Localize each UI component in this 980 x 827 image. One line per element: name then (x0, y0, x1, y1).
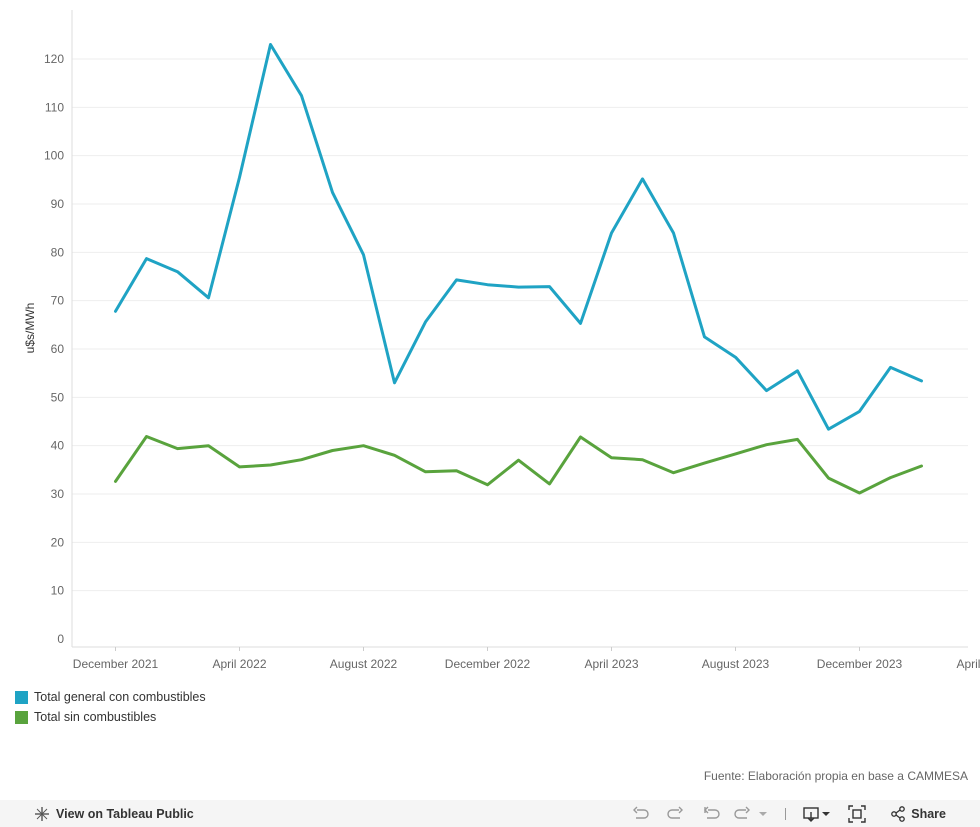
legend-item-series-2[interactable]: Total sin combustibles (15, 707, 206, 727)
y-tick-label: 10 (51, 584, 65, 598)
x-tick-label: April 2023 (584, 657, 638, 671)
toolbar-actions: Share (627, 800, 980, 827)
y-tick-label: 90 (51, 197, 65, 211)
legend-item-series-1[interactable]: Total general con combustibles (15, 687, 206, 707)
redo-icon[interactable] (655, 800, 695, 827)
y-tick-label: 120 (44, 52, 64, 66)
revert-icon[interactable] (695, 800, 729, 827)
y-tick-label: 50 (51, 390, 65, 404)
legend-label-series-2: Total sin combustibles (34, 710, 157, 724)
axes (71, 10, 968, 648)
y-tick-label: 20 (51, 535, 65, 549)
legend: Total general con combustibles Total sin… (15, 687, 206, 727)
source-note: Fuente: Elaboración propia en base a CAM… (703, 769, 968, 783)
y-tick-label: 40 (51, 439, 65, 453)
legend-swatch-series-1 (15, 690, 28, 704)
share-icon (891, 805, 906, 822)
x-tick-label: August 2023 (702, 657, 770, 671)
download-icon[interactable] (800, 800, 834, 827)
tableau-toolbar: View on Tableau Public (0, 800, 980, 827)
fullscreen-icon[interactable] (840, 800, 874, 827)
series-line-1[interactable] (114, 43, 923, 431)
y-tick-label: 60 (51, 342, 65, 356)
share-button[interactable]: Share (890, 805, 946, 822)
y-tick-label: 100 (44, 149, 64, 163)
series-lines (114, 43, 923, 495)
grid-lines (72, 58, 968, 592)
y-tick-label: 70 (51, 294, 65, 308)
y-tick-label: 110 (45, 100, 64, 114)
x-tick-label: August 2022 (330, 657, 398, 671)
view-on-tableau-label: View on Tableau Public (56, 806, 194, 821)
legend-swatch-series-2 (15, 710, 28, 724)
undo-icon[interactable] (627, 800, 655, 827)
series-line-2[interactable] (114, 435, 923, 495)
line-chart: 0 10 20 30 40 50 60 70 80 90 100 110 120 December 20… (23, 10, 980, 671)
refresh-icon[interactable] (729, 800, 755, 827)
x-tick-label: December 2022 (445, 657, 531, 671)
x-tick-labels: December 2021 April 2022 August 2022 Decemb… (73, 647, 980, 671)
legend-label-series-1: Total general con combustibles (34, 690, 206, 704)
toolbar-separator (785, 807, 787, 820)
y-tick-label: 0 (57, 632, 64, 646)
view-on-tableau-button[interactable]: View on Tableau Public (34, 806, 194, 822)
x-tick-label: April 2024 (956, 657, 980, 671)
share-label: Share (911, 806, 946, 821)
y-tick-labels: 0 10 20 30 40 50 60 70 80 90 100 110 120 (44, 52, 64, 646)
pause-dropdown-icon[interactable] (755, 800, 771, 827)
x-tick-label: April 2022 (212, 657, 266, 671)
y-axis-title: u$s/MWh (23, 303, 37, 354)
x-tick-label: December 2021 (73, 657, 159, 671)
tableau-logo-icon (35, 806, 49, 821)
y-tick-label: 30 (51, 487, 65, 501)
y-tick-label: 80 (51, 245, 65, 259)
x-tick-label: December 2023 (817, 657, 903, 671)
